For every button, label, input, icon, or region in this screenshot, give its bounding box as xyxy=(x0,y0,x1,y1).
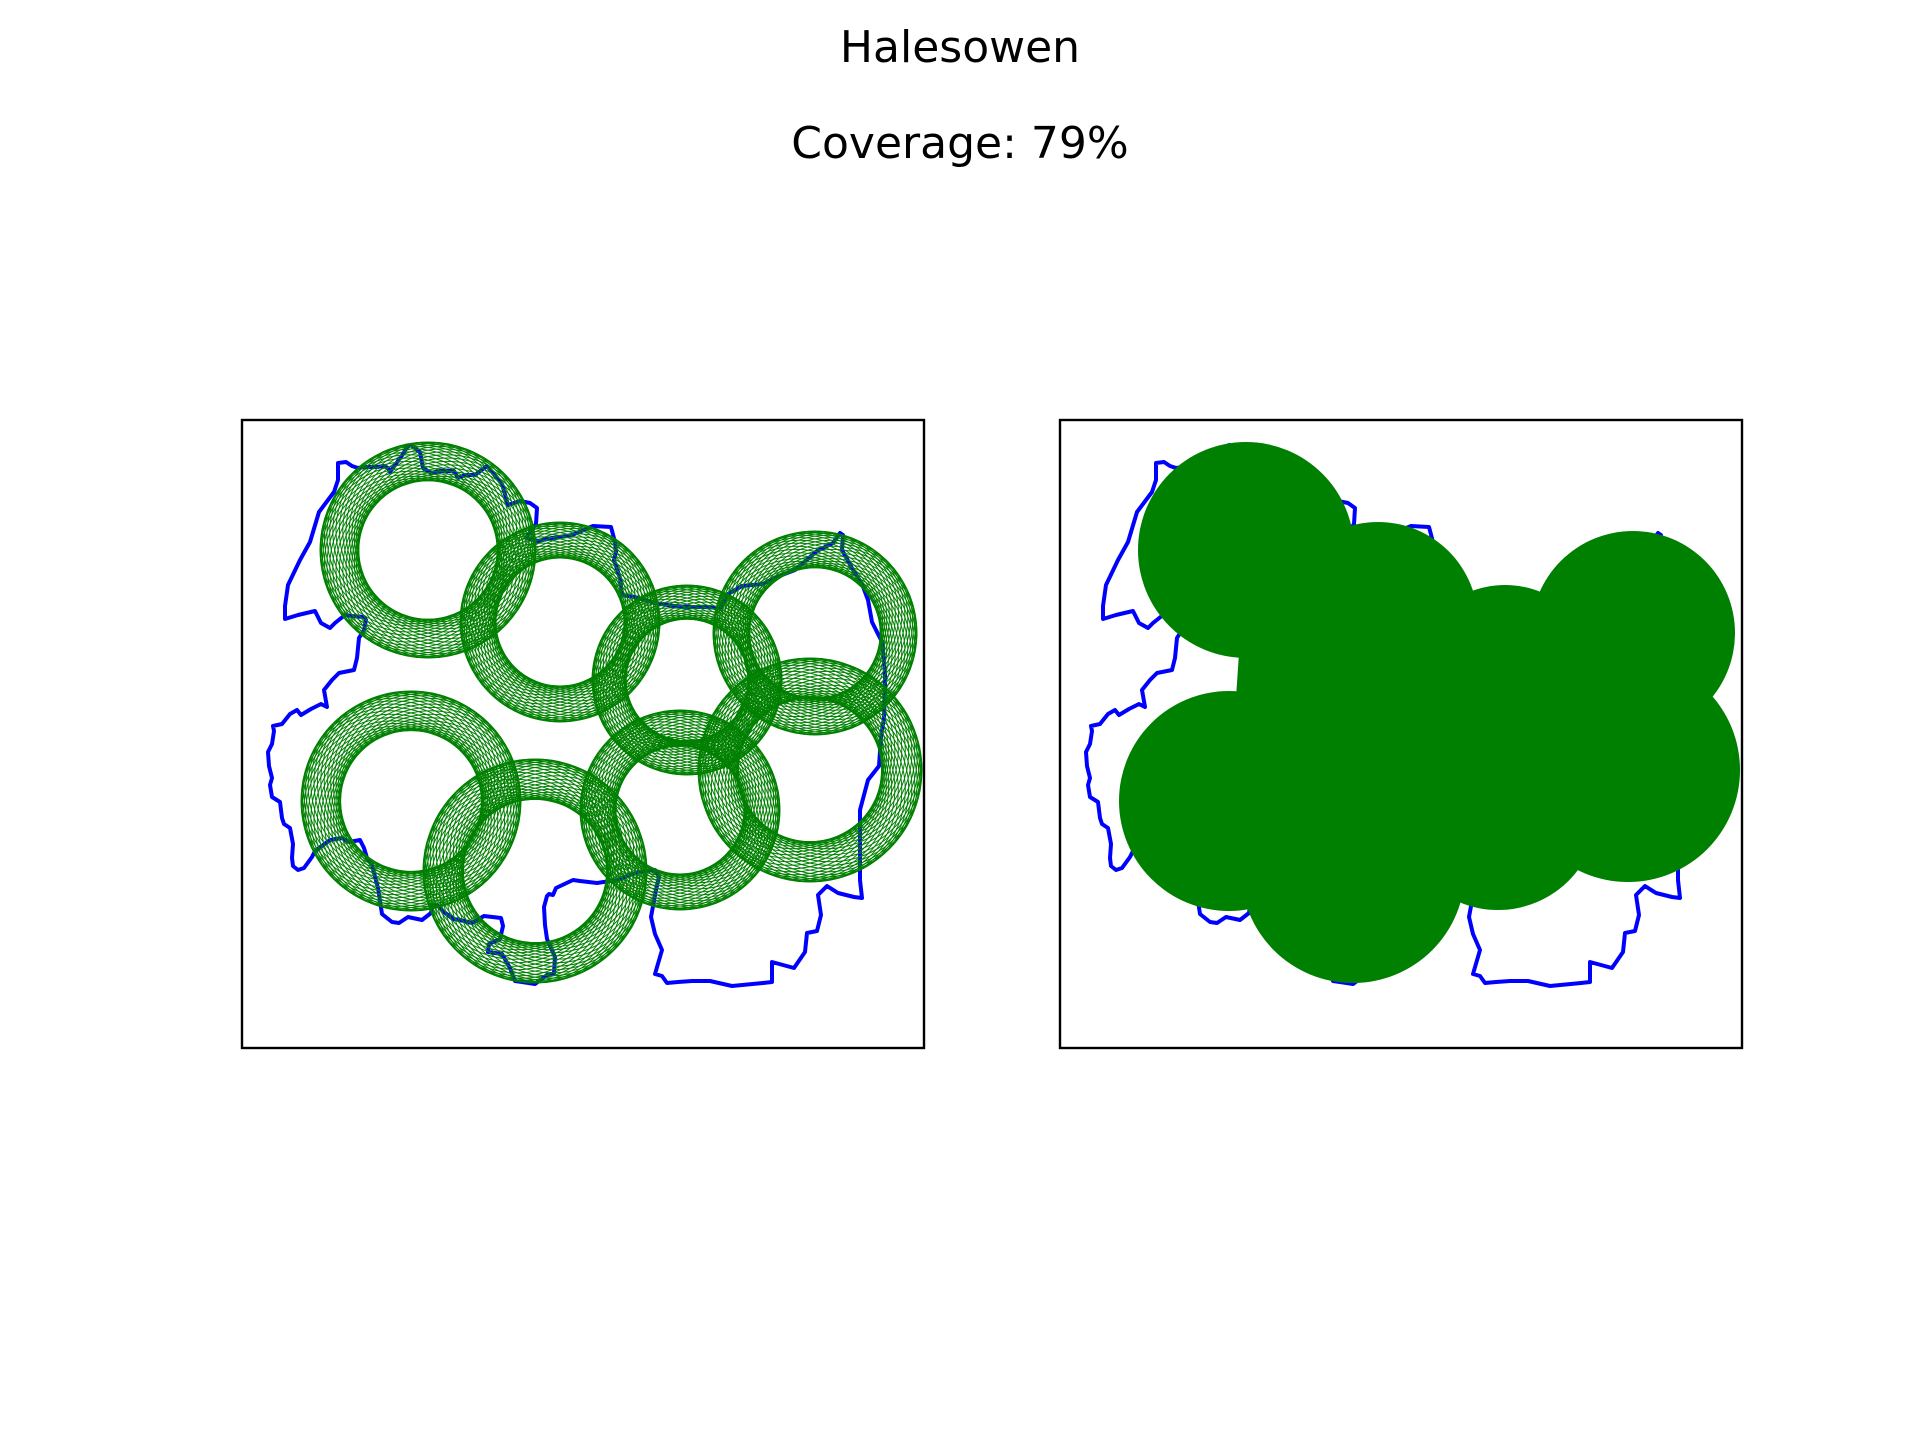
coverage-circle xyxy=(613,718,779,884)
coverage-circle xyxy=(727,567,896,736)
coverage-circle xyxy=(319,457,498,636)
coverage-circle xyxy=(301,703,484,885)
coverage-circle xyxy=(609,713,775,879)
coverage-circle xyxy=(742,534,911,703)
coverage-circle xyxy=(611,715,777,881)
coverage-circle xyxy=(583,715,749,881)
coverage-circle xyxy=(606,711,772,877)
coverage-circle xyxy=(323,690,506,873)
coverage-circle xyxy=(429,794,615,979)
coverage-circle xyxy=(330,693,512,875)
coverage-ring-group xyxy=(319,441,537,659)
coverage-circle xyxy=(449,759,635,945)
coverage-circle xyxy=(452,761,638,946)
coverage-circle xyxy=(748,545,918,714)
coverage-circle xyxy=(465,553,631,719)
coverage-circle xyxy=(716,537,886,706)
coverage-circle xyxy=(730,662,916,847)
boundary-outline xyxy=(266,443,887,988)
coverage-circle xyxy=(458,765,643,951)
coverage-circle xyxy=(736,670,922,856)
coverage-circle xyxy=(462,775,648,960)
coverage-fill xyxy=(1119,442,1740,983)
coverage-circle xyxy=(320,730,502,912)
coverage-circle xyxy=(724,566,893,735)
coverage-circle xyxy=(489,525,655,691)
coverage-circle xyxy=(459,536,625,702)
coverage-circle xyxy=(480,521,646,687)
figure-title: Halesowen xyxy=(839,22,1081,73)
coverage-circle xyxy=(712,545,882,714)
coverage-ring-group xyxy=(712,530,918,736)
coverage-circle xyxy=(615,724,781,890)
coverage-circle xyxy=(721,657,906,843)
coverage-circle xyxy=(737,674,923,859)
coverage-circle xyxy=(324,448,503,627)
coverage-ring-group xyxy=(459,521,661,723)
outline-coverage-panel xyxy=(240,418,926,1050)
coverage-circle xyxy=(710,696,896,882)
coverage-circle xyxy=(460,768,645,954)
coverage-circle xyxy=(714,697,899,883)
coverage-circle xyxy=(727,660,913,845)
coverage-circle xyxy=(704,693,890,878)
coverage-circle xyxy=(313,728,495,911)
coverage-circle xyxy=(493,530,659,696)
coverage-circle xyxy=(748,542,917,711)
coverage-circle xyxy=(713,542,882,711)
coverage-circle xyxy=(327,691,509,874)
coverage-circle xyxy=(724,658,910,844)
coverage-circles xyxy=(300,441,923,984)
coverage-subtitle: Coverage: 79% xyxy=(791,118,1129,169)
coverage-bridge xyxy=(1229,550,1633,871)
coverage-circle xyxy=(316,729,499,912)
coverage-circle xyxy=(427,765,612,951)
coverage-circle xyxy=(494,533,660,699)
coverage-circle xyxy=(697,674,883,859)
coverage-circle xyxy=(491,527,657,693)
coverage-circle xyxy=(326,475,505,654)
coverage-circle xyxy=(603,710,769,876)
coverage-circle xyxy=(719,563,888,732)
coverage-circle xyxy=(735,667,920,853)
coverage-circle xyxy=(335,480,514,659)
coverage-ring-group xyxy=(697,657,923,883)
coverage-circle xyxy=(698,670,884,856)
coverage-circle xyxy=(702,664,887,850)
coverage-circle xyxy=(746,539,916,708)
filled-coverage-panel xyxy=(1058,418,1744,1050)
coverage-circle xyxy=(744,537,914,706)
coverage-circle xyxy=(463,527,629,693)
coverage-circle xyxy=(486,523,652,689)
coverage-circle xyxy=(733,664,918,850)
coverage-circle xyxy=(600,709,766,875)
left-panel-frame xyxy=(240,418,926,1050)
right-panel-frame xyxy=(1058,418,1744,1050)
coverage-circle xyxy=(614,721,780,887)
coverage-circle xyxy=(320,690,502,872)
coverage-circle xyxy=(455,763,641,948)
coverage-circle xyxy=(740,533,909,702)
